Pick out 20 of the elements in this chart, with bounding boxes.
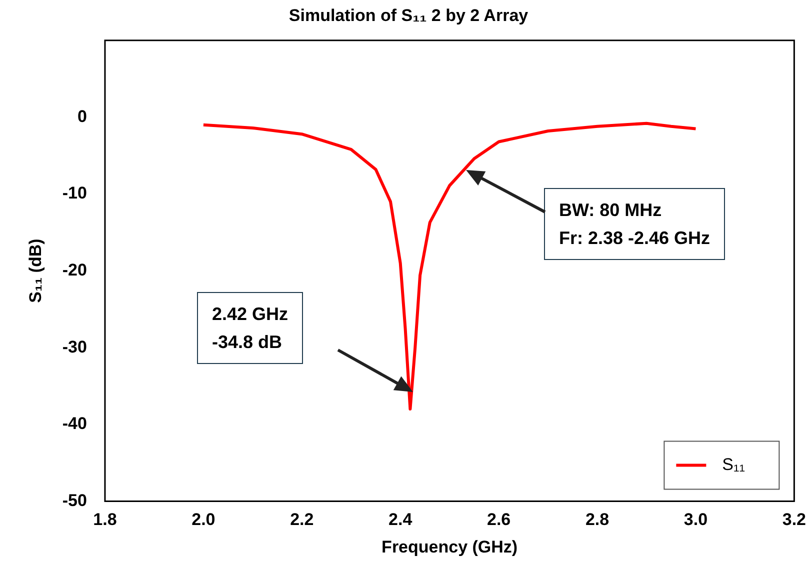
y-tick-label: -30 (62, 337, 87, 356)
x-tick-label: 3.0 (684, 510, 708, 530)
y-axis-title: S₁₁ (dB) (26, 238, 45, 303)
y-tick-label: -40 (62, 414, 87, 434)
x-tick-label: 1.8 (93, 510, 117, 530)
x-tick-label: 3.2 (782, 510, 806, 530)
chart-title: Simulation of S₁₁ 2 by 2 Array (288, 6, 529, 25)
x-tick-label: 2.2 (290, 510, 314, 530)
x-axis-title: Frequency (GHz) (382, 537, 518, 556)
y-tick-label: -10 (62, 184, 87, 203)
legend-label: S₁₁ (722, 454, 746, 474)
x-tick-label: 2.0 (192, 510, 216, 530)
x-tick-label: 2.6 (486, 510, 511, 530)
annotation: BW: 80 MHz Fr: 2.38 -2.46 GHz (544, 188, 726, 260)
annotation: 2.42 GHz -34.8 dB (197, 292, 304, 364)
x-tick-label: 2.8 (585, 510, 610, 530)
y-tick-label: -50 (62, 490, 87, 510)
x-tick-label: 2.4 (388, 510, 413, 530)
y-tick-label: 0 (78, 106, 87, 126)
y-tick-label: -20 (62, 260, 87, 280)
